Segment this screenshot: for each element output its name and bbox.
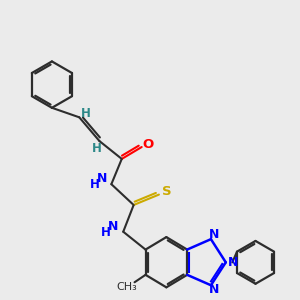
Text: O: O	[142, 138, 154, 151]
Text: H: H	[101, 226, 111, 239]
Text: N: N	[209, 283, 220, 296]
Text: N: N	[97, 172, 107, 185]
Text: H: H	[90, 178, 100, 191]
Text: N: N	[228, 256, 238, 269]
Text: CH₃: CH₃	[116, 282, 137, 292]
Text: N: N	[209, 228, 220, 241]
Text: H: H	[92, 142, 102, 155]
Text: N: N	[108, 220, 118, 233]
Text: S: S	[161, 185, 171, 198]
Text: H: H	[81, 107, 91, 120]
